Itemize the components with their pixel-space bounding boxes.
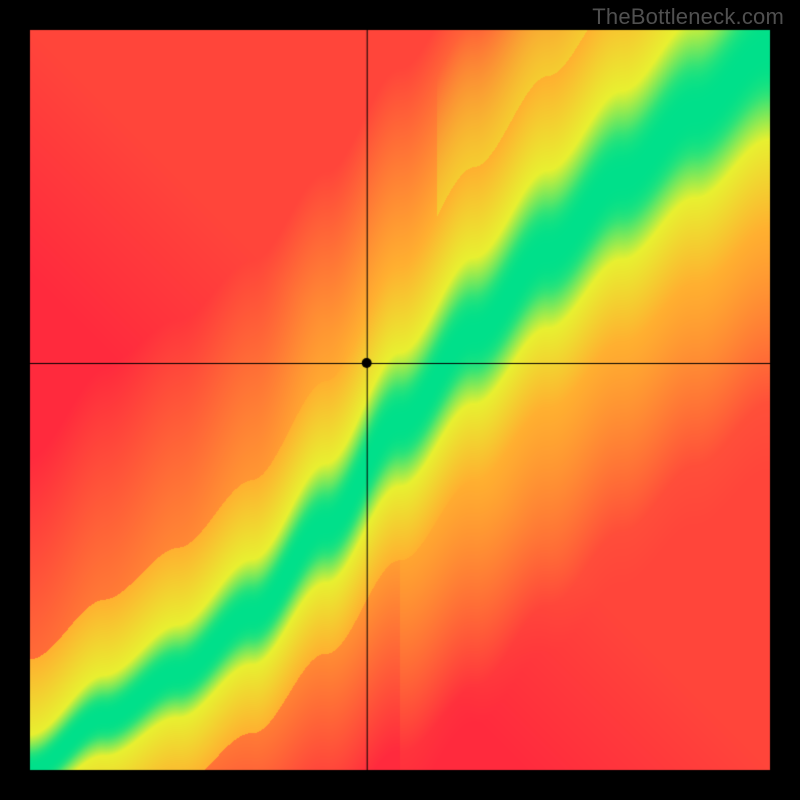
attribution-label: TheBottleneck.com [592,4,784,30]
bottleneck-heatmap [0,0,800,800]
